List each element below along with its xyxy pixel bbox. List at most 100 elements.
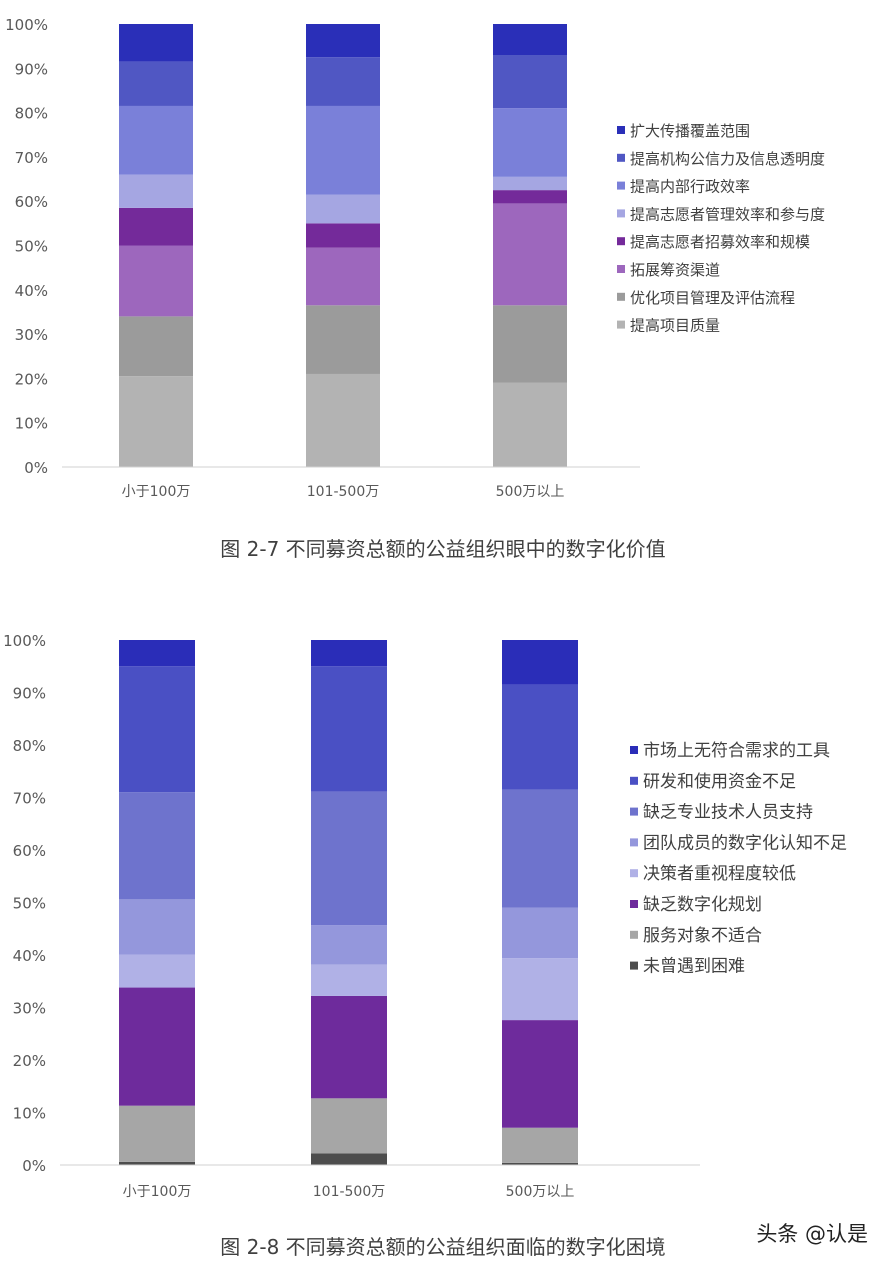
bar-segment — [119, 316, 193, 377]
legend-label: 未曾遇到困难 — [643, 957, 745, 977]
legend-label: 提高内部行政效率 — [630, 178, 750, 196]
bar-segment — [119, 792, 195, 900]
bar-segment — [306, 305, 380, 374]
bar-segment — [502, 640, 578, 685]
bar-segment — [502, 907, 578, 959]
bar-segment — [493, 382, 567, 467]
legend-swatch — [617, 181, 625, 190]
legend-swatch — [617, 292, 625, 301]
y-tick-label: 50% — [15, 238, 48, 256]
y-tick-label: 20% — [13, 1052, 46, 1070]
x-tick-label: 101-500万 — [307, 484, 380, 500]
y-tick-label: 90% — [15, 60, 48, 78]
y-tick-label: 60% — [13, 842, 46, 860]
bar-segment — [119, 1161, 195, 1165]
bar-segment — [502, 1162, 578, 1165]
legend-label: 优化项目管理及评估流程 — [630, 289, 795, 307]
y-tick-label: 10% — [13, 1105, 46, 1123]
bar-segment — [502, 789, 578, 908]
legend-label: 提高志愿者管理效率和参与度 — [630, 205, 825, 223]
legend-label: 决策者重视程度较低 — [643, 864, 796, 884]
legend-swatch — [617, 320, 625, 329]
y-tick-label: 0% — [24, 459, 48, 477]
legend-swatch — [630, 900, 638, 908]
legend-swatch — [630, 869, 638, 878]
y-tick-label: 70% — [13, 790, 46, 808]
bar-segment — [119, 666, 195, 793]
bar-segment — [311, 925, 387, 965]
legend-label: 提高项目质量 — [630, 317, 720, 335]
bar-segment — [119, 245, 193, 317]
bar-segment — [119, 105, 193, 175]
bar-segment — [119, 174, 193, 208]
bar-segment — [311, 1098, 387, 1154]
legend-swatch — [630, 776, 638, 785]
chart-digital-value: 0% 10% 20% 30% 40% 50% 60% 70% 80% 90% 100% 小于100万 1… — [5, 16, 825, 500]
bar-segment — [119, 987, 195, 1106]
legend-label: 缺乏专业技术人员支持 — [643, 803, 813, 823]
bar-segment — [306, 194, 380, 224]
bar-segment — [493, 55, 567, 109]
bar-segment — [502, 1020, 578, 1128]
y-tick-label: 100% — [5, 16, 48, 34]
bar-segment — [311, 964, 387, 996]
bar-segment — [311, 791, 387, 926]
bar-segment — [502, 958, 578, 1021]
y-tick-label: 100% — [3, 632, 46, 650]
legend-label: 团队成员的数字化认知不足 — [643, 833, 847, 853]
legend-swatch — [630, 961, 638, 970]
y-tick-label: 70% — [15, 149, 48, 167]
bar-segment — [119, 24, 193, 62]
legend-label: 研发和使用资金不足 — [643, 771, 796, 792]
bar-segment — [493, 108, 567, 177]
y-tick-label: 30% — [13, 1000, 46, 1018]
y-tick-label: 20% — [15, 370, 48, 388]
legend-swatch — [630, 807, 638, 816]
y-tick-label: 30% — [15, 326, 48, 344]
legend-swatch — [617, 153, 625, 162]
bar-segment — [306, 247, 380, 306]
legend-swatch — [630, 746, 638, 754]
watermark: 头条 @认是 — [756, 1222, 868, 1246]
legend-label: 服务对象不适合 — [643, 926, 762, 946]
bar-segment — [311, 1153, 387, 1165]
bar-segment — [306, 223, 380, 248]
y-tick-label: 90% — [13, 685, 46, 703]
bar-segment — [493, 203, 567, 306]
y-tick-label: 40% — [15, 282, 48, 300]
legend-label: 市场上无符合需求的工具 — [643, 741, 830, 761]
x-tick-label: 小于100万 — [123, 1184, 192, 1200]
legend-label: 提高机构公信力及信息透明度 — [630, 150, 825, 168]
bar-segment — [119, 899, 195, 955]
y-tick-label: 0% — [22, 1157, 46, 1175]
legend-swatch — [617, 209, 625, 218]
bar-segment — [493, 190, 567, 204]
bar-segment — [119, 954, 195, 988]
y-tick-label: 50% — [13, 895, 46, 913]
x-tick-label: 小于100万 — [122, 484, 191, 500]
y-tick-label: 60% — [15, 193, 48, 211]
bar-segment — [493, 305, 567, 383]
legend-swatch — [617, 126, 625, 134]
x-tick-label: 500万以上 — [506, 1184, 575, 1200]
legend-swatch — [630, 930, 638, 939]
bar-segment — [502, 684, 578, 790]
legend-label: 拓展筹资渠道 — [630, 261, 720, 279]
legend-swatch — [630, 838, 638, 847]
bar-segment — [119, 207, 193, 246]
bar-segment — [493, 24, 567, 56]
y-tick-label: 40% — [13, 947, 46, 965]
legend-label: 缺乏数字化规划 — [643, 895, 762, 915]
y-tick-label: 80% — [15, 105, 48, 123]
bar-segment — [306, 24, 380, 58]
bar-segment — [493, 176, 567, 191]
chart2-caption: 图 2-8 不同募资总额的公益组织面临的数字化困境 — [220, 1235, 666, 1259]
bar-segment — [306, 57, 380, 106]
bar-segment — [311, 995, 387, 1099]
bar-segment — [306, 105, 380, 195]
bar-segment — [119, 376, 193, 467]
bar-segment — [311, 640, 387, 667]
legend-label: 提高志愿者招募效率和规模 — [630, 233, 810, 251]
x-tick-label: 101-500万 — [313, 1184, 386, 1200]
bar-segment — [306, 373, 380, 467]
